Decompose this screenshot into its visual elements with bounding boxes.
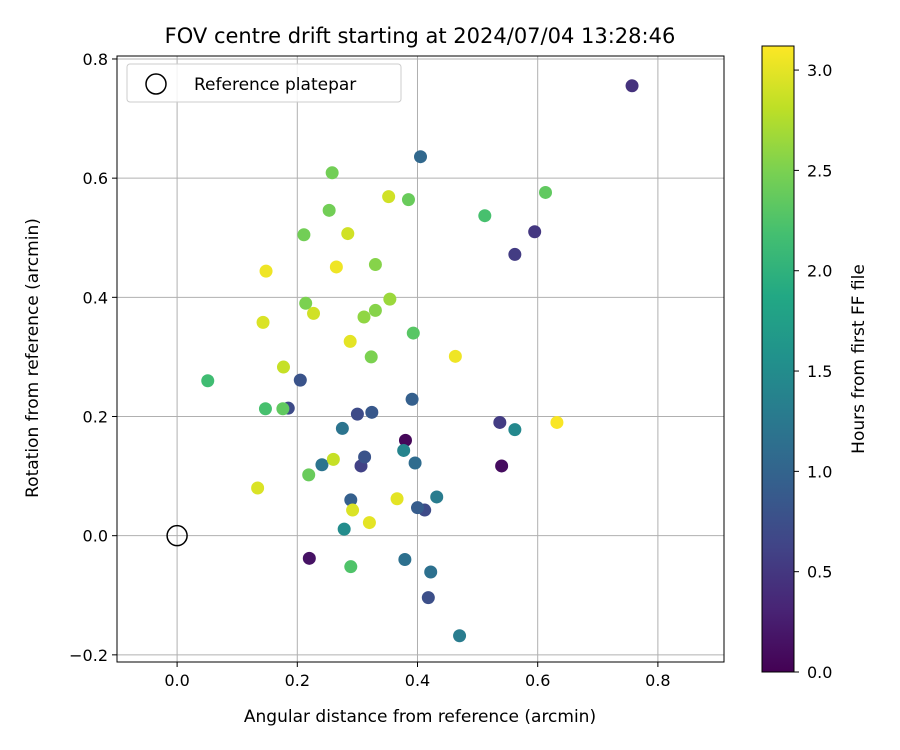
scatter-point	[335, 421, 349, 435]
scatter-point	[508, 247, 522, 261]
scatter-points	[201, 79, 639, 643]
y-tick-label: 0.6	[83, 169, 108, 188]
x-tick-label: 0.2	[285, 671, 310, 690]
scatter-point	[495, 459, 509, 473]
legend-reference-marker	[145, 73, 167, 95]
scatter-point	[493, 415, 507, 429]
scatter-point	[315, 458, 329, 472]
plot-frame	[116, 55, 725, 663]
legend: Reference platepar	[126, 63, 402, 103]
scatter-point	[297, 228, 311, 242]
scatter-point	[405, 392, 419, 406]
colorbar-tick-label: 0.5	[807, 563, 832, 582]
scatter-point	[341, 227, 355, 241]
x-axis-title: Angular distance from reference (arcmin)	[244, 707, 596, 727]
scatter-point	[325, 166, 339, 180]
x-tick-label: 0.0	[164, 671, 189, 690]
colorbar-tick-label: 0.0	[807, 663, 832, 682]
scatter-point	[414, 150, 427, 164]
scatter-point	[251, 481, 265, 495]
scatter-point	[368, 303, 382, 317]
colorbar-tick-label: 2.5	[807, 161, 832, 180]
scatter-point	[410, 501, 424, 515]
colorbar-tick-label: 2.0	[807, 262, 832, 281]
y-tick-label: −0.2	[69, 646, 108, 665]
scatter-point	[365, 405, 379, 419]
scatter-point	[478, 209, 492, 223]
scatter-point	[539, 185, 553, 199]
scatter-point	[398, 433, 412, 447]
scatter-point	[293, 373, 307, 387]
scatter-point	[383, 292, 397, 306]
plot-area	[117, 56, 724, 662]
scatter-point	[625, 79, 639, 93]
scatter-point	[397, 443, 411, 457]
scatter-point	[299, 296, 313, 310]
scatter-point	[390, 492, 404, 506]
scatter-point	[508, 423, 522, 437]
scatter-point	[453, 629, 467, 643]
y-tick-label: 0.2	[83, 408, 108, 427]
scatter-point	[302, 551, 316, 565]
legend-label-reference-platepar: Reference platepar	[194, 75, 356, 95]
scatter-point	[326, 452, 340, 466]
scatter-point	[258, 402, 272, 416]
scatter-point	[406, 326, 420, 340]
colorbar-gradient	[762, 46, 794, 672]
scatter-point	[343, 334, 357, 348]
scatter-point	[346, 503, 360, 517]
y-tick-label: 0.8	[83, 50, 108, 69]
scatter-point	[408, 456, 422, 470]
scatter-point	[368, 258, 382, 272]
scatter-point	[337, 522, 351, 536]
scatter-point	[448, 349, 462, 363]
scatter-point	[329, 260, 343, 274]
scatter-point	[364, 350, 378, 364]
x-axis-ticks: 0.0 0.2 0.4 0.6 0.8	[164, 662, 671, 690]
colorbar-tick-label: 1.5	[807, 362, 832, 381]
y-axis-ticks: −0.2 0.0 0.2 0.4 0.6 0.8	[69, 50, 117, 665]
scatter-point	[430, 490, 444, 504]
colorbar: 0.0 0.5 1.0 1.5 2.0 2.5 3.0 Hours from first F…	[761, 45, 869, 682]
scatter-point	[322, 203, 336, 217]
scatter-point	[358, 450, 372, 464]
colorbar-ticks: 0.0 0.5 1.0 1.5 2.0 2.5 3.0	[794, 61, 832, 682]
scatter-point	[350, 407, 364, 421]
scatter-point	[201, 374, 215, 388]
scatter-point	[344, 560, 358, 574]
colorbar-tick-label: 1.0	[807, 462, 832, 481]
scatter-point	[362, 516, 376, 530]
scatter-point	[344, 493, 358, 507]
scatter-point	[276, 402, 290, 416]
scatter-point	[550, 415, 564, 429]
scatter-point	[357, 310, 371, 324]
scatter-point	[421, 591, 435, 605]
scatter-point	[398, 553, 412, 567]
y-tick-label: 0.0	[83, 527, 108, 546]
colorbar-frame	[761, 45, 795, 673]
scatter-point	[276, 360, 290, 374]
reference-platepar-marker	[166, 524, 188, 547]
scatter-point	[382, 190, 396, 204]
scatter-point	[302, 468, 316, 482]
scatter-point	[256, 315, 270, 329]
scatter-point	[259, 264, 273, 278]
x-tick-label: 0.6	[525, 671, 550, 690]
x-tick-label: 0.8	[645, 671, 670, 690]
legend-box	[126, 63, 402, 103]
scatter-point	[307, 306, 321, 320]
x-tick-label: 0.4	[405, 671, 430, 690]
y-tick-label: 0.4	[83, 288, 108, 307]
y-axis-title: Rotation from reference (arcmin)	[23, 218, 43, 498]
scatter-point	[424, 565, 438, 579]
scatter-point	[528, 225, 542, 239]
colorbar-tick-label: 3.0	[807, 61, 832, 80]
scatter-point	[401, 193, 415, 207]
colorbar-title: Hours from first FF file	[849, 264, 869, 454]
chart-title: FOV centre drift starting at 2024/07/04 …	[165, 24, 676, 48]
